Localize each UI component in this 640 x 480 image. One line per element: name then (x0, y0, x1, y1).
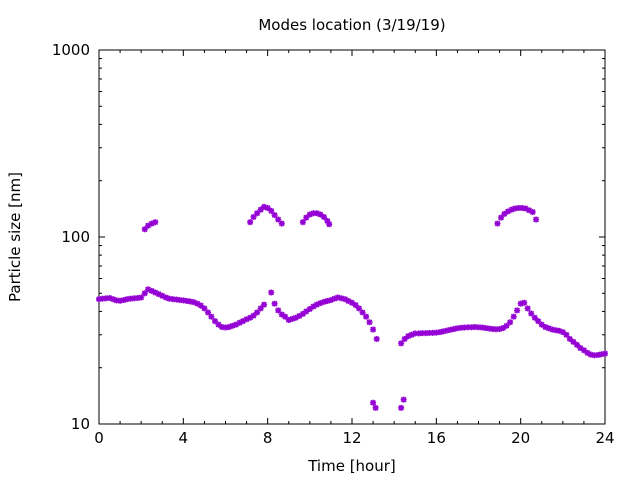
data-point (529, 209, 536, 216)
data-point (271, 300, 278, 307)
data-point (398, 404, 405, 411)
y-axis-label: Particle size [nm] (6, 172, 24, 302)
data-point (359, 309, 366, 316)
data-point (261, 301, 268, 308)
x-tick-label: 12 (342, 429, 361, 447)
data-point (528, 310, 535, 317)
plot-frame (98, 49, 606, 425)
data-point (507, 319, 514, 326)
data-point (370, 326, 377, 333)
data-point (524, 305, 531, 312)
data-point (271, 212, 278, 219)
y-tick-label: 1000 (52, 41, 90, 59)
data-point (152, 219, 159, 226)
data-point (257, 206, 264, 213)
data-point (363, 313, 370, 320)
y-axis: 10 100 1000 (52, 41, 605, 433)
data-point (250, 213, 257, 220)
data-point (299, 310, 306, 317)
data-point (521, 299, 528, 306)
data-point (398, 340, 405, 347)
x-tick-label: 8 (263, 429, 273, 447)
data-point (370, 399, 377, 406)
data-point (372, 404, 379, 411)
x-axis: 0 4 8 12 16 20 24 (94, 50, 615, 447)
data-markers (96, 203, 608, 411)
data-point (211, 318, 218, 325)
x-tick-label: 16 (427, 429, 446, 447)
data-point (577, 344, 584, 351)
x-tick-label: 4 (179, 429, 189, 447)
chart-title: Modes location (3/19/19) (258, 16, 445, 34)
data-point (141, 226, 148, 233)
data-point (208, 313, 215, 320)
data-point (366, 319, 373, 326)
data-point (275, 307, 282, 314)
data-point (254, 309, 261, 316)
data-point (247, 219, 254, 226)
data-point (602, 350, 608, 357)
data-point (533, 216, 540, 223)
y-tick-label: 100 (61, 228, 90, 246)
data-point (299, 219, 306, 226)
plot-area (98, 49, 606, 425)
data-point (282, 313, 289, 320)
data-point (145, 222, 152, 229)
data-point (349, 299, 355, 306)
data-point (373, 335, 380, 342)
y-tick-label: 10 (71, 415, 90, 433)
x-tick-label: 24 (595, 429, 614, 447)
data-point (494, 220, 501, 227)
data-point (138, 294, 145, 301)
x-tick-label: 20 (511, 429, 530, 447)
data-point (510, 313, 517, 320)
data-point (278, 220, 285, 227)
data-point (268, 289, 275, 296)
x-axis-label: Time [hour] (307, 457, 396, 475)
data-point (514, 307, 521, 314)
x-tick-label: 0 (94, 429, 104, 447)
data-point (400, 396, 407, 403)
data-point (326, 221, 333, 228)
